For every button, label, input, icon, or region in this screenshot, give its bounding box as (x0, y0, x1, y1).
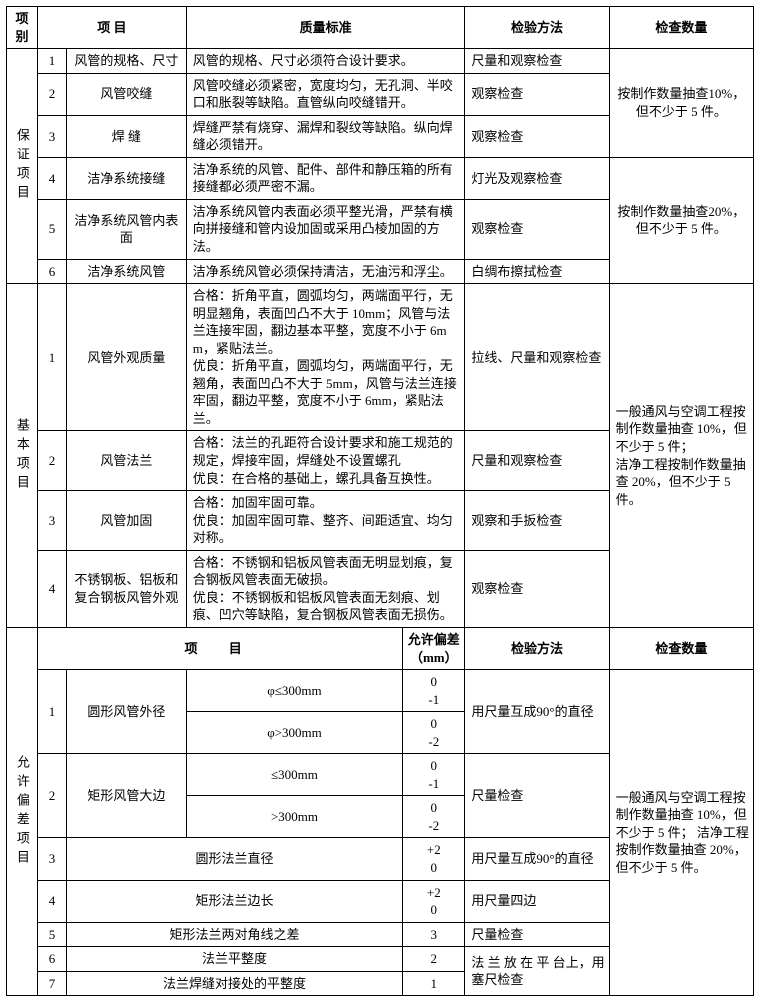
tol-header-row: 允许偏差项目 项 目 允许偏差（mm） 检验方法 检查数量 (7, 627, 754, 669)
qty-cell: 一般通风与空调工程按制作数量抽查 10%，但不少于 5 件； 洁净工程按制作数量… (609, 284, 753, 628)
row-name: 风管加固 (66, 491, 186, 551)
tol-val: 0-2 (403, 712, 465, 754)
table-row: 基本项目 1 风管外观质量 合格：折角平直，圆弧均匀，两端面平行，无明显翘角，表… (7, 284, 754, 431)
cat-guarantee: 保证项目 (7, 49, 38, 284)
row-name: 矩形法兰边长 (66, 880, 402, 922)
col-method: 检验方法 (465, 7, 609, 49)
spec-table: 项别 项 目 质量标准 检验方法 检查数量 保证项目 1 风管的规格、尺寸 风管… (6, 6, 754, 996)
col-item2: 项 目 (38, 627, 403, 669)
row-name: 焊 缝 (66, 115, 186, 157)
tol-val: 0-1 (403, 754, 465, 796)
col-standard: 质量标准 (186, 7, 465, 49)
row-name: 风管的规格、尺寸 (66, 49, 186, 74)
qty-cell: 按制作数量抽查20%，但不少于 5 件。 (609, 157, 753, 283)
row-name: 矩形法兰两对角线之差 (66, 922, 402, 947)
row-method: 用尺量互成90°的直径 (465, 670, 609, 754)
col-tol: 允许偏差（mm） (403, 627, 465, 669)
row-std: 洁净系统风管必须保持清洁，无油污和浮尘。 (186, 259, 465, 284)
row-name: 不锈钢板、铝板和复合钢板风管外观 (66, 550, 186, 627)
tol-val: 2 (403, 947, 465, 972)
table-row: 保证项目 1 风管的规格、尺寸 风管的规格、尺寸必须符合设计要求。 尺量和观察检… (7, 49, 754, 74)
row-no: 4 (38, 157, 67, 199)
cond: φ>300mm (186, 712, 402, 754)
table-row: 1 圆形风管外径 φ≤300mm 0-1 用尺量互成90°的直径 一般通风与空调… (7, 670, 754, 712)
tol-val: 0-1 (403, 670, 465, 712)
tol-val: 1 (403, 971, 465, 996)
row-method: 观察检查 (465, 73, 609, 115)
row-method: 拉线、尺量和观察检查 (465, 284, 609, 431)
row-method: 尺量和观察检查 (465, 49, 609, 74)
row-method: 尺量检查 (465, 922, 609, 947)
cond: φ≤300mm (186, 670, 402, 712)
row-std: 合格：法兰的孔距符合设计要求和施工规范的规定，焊接牢固，焊缝处不设置螺孔 优良：… (186, 431, 465, 491)
row-name: 洁净系统风管 (66, 259, 186, 284)
col-qty2: 检查数量 (609, 627, 753, 669)
row-no: 2 (38, 431, 67, 491)
row-method: 观察和手扳检查 (465, 491, 609, 551)
tol-val: 0-2 (403, 796, 465, 838)
row-no: 3 (38, 115, 67, 157)
cond: >300mm (186, 796, 402, 838)
row-name: 矩形风管大边 (66, 754, 186, 838)
row-name: 法兰焊缝对接处的平整度 (66, 971, 402, 996)
row-method: 观察检查 (465, 199, 609, 259)
row-method: 白绸布擦拭检查 (465, 259, 609, 284)
row-no: 4 (38, 880, 67, 922)
row-method: 用尺量四边 (465, 880, 609, 922)
row-method: 尺量检查 (465, 754, 609, 838)
header-row: 项别 项 目 质量标准 检验方法 检查数量 (7, 7, 754, 49)
cond: ≤300mm (186, 754, 402, 796)
row-no: 6 (38, 259, 67, 284)
row-std: 洁净系统风管内表面必须平整光滑，严禁有横向拼接缝和管内设加固或采用凸棱加固的方法… (186, 199, 465, 259)
row-no: 3 (38, 491, 67, 551)
cat-basic: 基本项目 (7, 284, 38, 628)
row-method: 法 兰 放 在 平 台上，用塞尺检查 (465, 947, 609, 996)
qty-cell: 按制作数量抽查10%，但不少于 5 件。 (609, 49, 753, 158)
row-method: 灯光及观察检查 (465, 157, 609, 199)
row-no: 5 (38, 922, 67, 947)
tol-val: +20 (403, 880, 465, 922)
row-no: 5 (38, 199, 67, 259)
row-name: 法兰平整度 (66, 947, 402, 972)
col-item: 项 目 (38, 7, 187, 49)
row-no: 2 (38, 73, 67, 115)
row-std: 合格：不锈钢和铝板风管表面无明显划痕，复合钢板风管表面无破损。 优良：不锈钢板和… (186, 550, 465, 627)
row-method: 尺量和观察检查 (465, 431, 609, 491)
row-std: 合格：折角平直，圆弧均匀，两端面平行，无明显翘角，表面凹凸不大于 10mm；风管… (186, 284, 465, 431)
row-no: 1 (38, 670, 67, 754)
row-std: 焊缝严禁有烧穿、漏焊和裂纹等缺陷。纵向焊缝必须错开。 (186, 115, 465, 157)
col-qty: 检查数量 (609, 7, 753, 49)
row-std: 风管的规格、尺寸必须符合设计要求。 (186, 49, 465, 74)
row-no: 1 (38, 284, 67, 431)
row-no: 7 (38, 971, 67, 996)
row-no: 4 (38, 550, 67, 627)
row-std: 合格：加固牢固可靠。 优良：加固牢固可靠、整齐、间距适宜、均匀对称。 (186, 491, 465, 551)
row-name: 洁净系统风管内表面 (66, 199, 186, 259)
row-name: 风管法兰 (66, 431, 186, 491)
cat-tolerance: 允许偏差项目 (7, 627, 38, 995)
tol-val: 3 (403, 922, 465, 947)
row-method: 观察检查 (465, 115, 609, 157)
tol-val: +20 (403, 838, 465, 880)
row-no: 1 (38, 49, 67, 74)
table-row: 4 洁净系统接缝 洁净系统的风管、配件、部件和静压箱的所有接缝都必须严密不漏。 … (7, 157, 754, 199)
row-name: 圆形法兰直径 (66, 838, 402, 880)
col-method2: 检验方法 (465, 627, 609, 669)
qty-cell: 一般通风与空调工程按制作数量抽查 10%，但不少于 5 件； 洁净工程按制作数量… (609, 670, 753, 996)
row-method: 用尺量互成90°的直径 (465, 838, 609, 880)
row-name: 风管外观质量 (66, 284, 186, 431)
row-std: 洁净系统的风管、配件、部件和静压箱的所有接缝都必须严密不漏。 (186, 157, 465, 199)
row-no: 2 (38, 754, 67, 838)
row-method: 观察检查 (465, 550, 609, 627)
col-category: 项别 (7, 7, 38, 49)
row-no: 3 (38, 838, 67, 880)
row-name: 圆形风管外径 (66, 670, 186, 754)
row-no: 6 (38, 947, 67, 972)
row-name: 洁净系统接缝 (66, 157, 186, 199)
row-std: 风管咬缝必须紧密，宽度均匀，无孔洞、半咬口和胀裂等缺陷。直管纵向咬缝错开。 (186, 73, 465, 115)
row-name: 风管咬缝 (66, 73, 186, 115)
